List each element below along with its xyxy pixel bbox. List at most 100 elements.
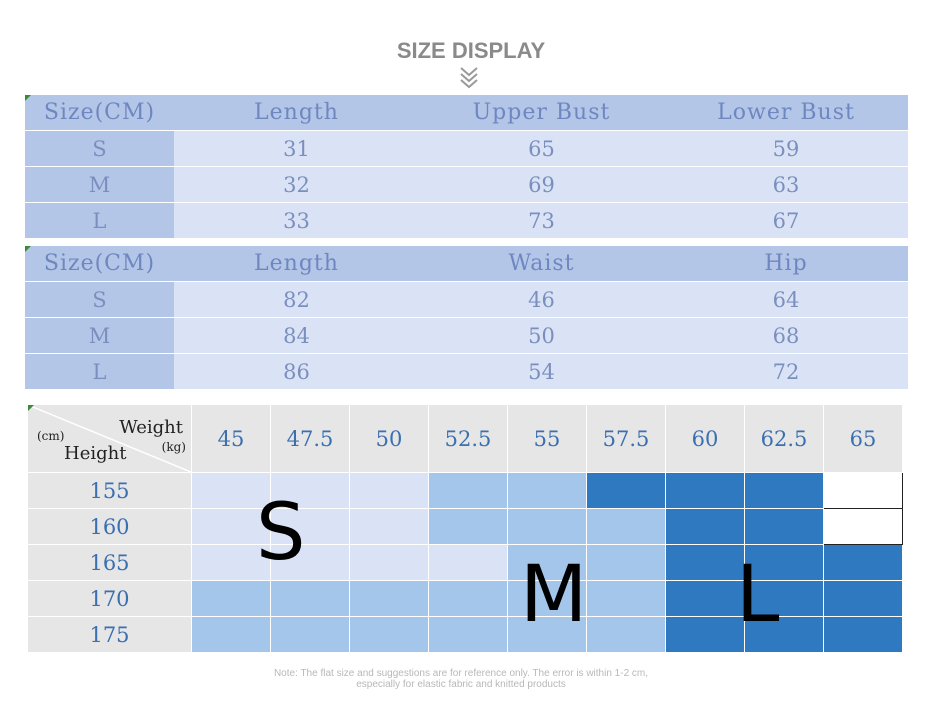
size-recommendation-grid: Weight (kg) (cm) Height 45 47.5 50 52.5 55 57… — [27, 404, 903, 653]
value-cell: 68 — [664, 317, 908, 354]
size-cell: M — [25, 317, 174, 354]
height-row: 155 — [27, 472, 903, 509]
size-label-s: S — [256, 488, 306, 578]
size-cell-m — [586, 544, 666, 581]
diagonal-divider — [28, 405, 191, 472]
height-row: 170 — [27, 580, 903, 617]
size-cell-m — [349, 580, 429, 617]
value-cell: 69 — [419, 166, 664, 203]
size-cell-s — [349, 544, 429, 581]
weight-header-cell: 50 — [349, 404, 429, 473]
size-label-l: L — [736, 550, 780, 640]
size-cell-m — [191, 616, 271, 653]
size-cell-s — [191, 544, 271, 581]
value-cell: 63 — [664, 166, 908, 203]
size-cell-l — [665, 544, 745, 581]
size-cell: M — [25, 166, 174, 203]
size-cell-l — [665, 508, 745, 545]
height-row: 175 — [27, 616, 903, 653]
weight-header-row: Weight (kg) (cm) Height 45 47.5 50 52.5 55 57… — [27, 404, 903, 473]
height-axis-label: Height — [64, 443, 127, 464]
value-cell: 64 — [664, 281, 908, 318]
size-cell-l — [665, 616, 745, 653]
size-cell-l — [823, 616, 903, 653]
value-cell: 67 — [664, 202, 908, 239]
size-cell-m — [586, 616, 666, 653]
size-cell-m — [507, 472, 587, 509]
size-cell-m — [349, 616, 429, 653]
header-size-label: Size(CM) — [43, 100, 156, 125]
size-cell-m — [428, 508, 508, 545]
value-cell: 54 — [419, 353, 664, 390]
header-length: Length — [174, 246, 419, 282]
double-chevron-down-icon — [460, 67, 478, 89]
size-cell: L — [25, 353, 174, 390]
weight-header-cell: 52.5 — [428, 404, 508, 473]
header-size-label: Size(CM) — [43, 251, 156, 276]
height-unit-label: (cm) — [37, 429, 65, 443]
size-cell-l — [823, 580, 903, 617]
size-cell-l — [823, 544, 903, 581]
table-row: L 33 73 67 — [25, 202, 908, 239]
size-cell-m — [191, 580, 271, 617]
value-cell: 31 — [174, 130, 419, 167]
size-cell: S — [25, 281, 174, 318]
page-title: SIZE DISPLAY — [396, 38, 546, 63]
height-cell: 165 — [27, 544, 192, 581]
header-upper-bust: Upper Bust — [419, 95, 664, 131]
size-cell-s — [349, 472, 429, 509]
value-cell: 84 — [174, 317, 419, 354]
size-cell-none — [823, 508, 903, 545]
weight-header-cell: 65 — [823, 404, 903, 473]
size-cell: S — [25, 130, 174, 167]
size-cell-s — [428, 544, 508, 581]
size-cell-m — [586, 508, 666, 545]
header-hip: Hip — [664, 246, 908, 282]
weight-axis-label: Weight — [119, 417, 183, 438]
header-waist: Waist — [419, 246, 664, 282]
table-row: S 82 46 64 — [25, 281, 908, 318]
value-cell: 73 — [419, 202, 664, 239]
table-row: M 84 50 68 — [25, 317, 908, 354]
size-cell-l — [744, 508, 824, 545]
value-cell: 65 — [419, 130, 664, 167]
weight-header-cell: 55 — [507, 404, 587, 473]
size-cell-l — [744, 616, 824, 653]
size-cell-m — [270, 616, 350, 653]
size-cell-none — [823, 472, 903, 509]
size-cell-l — [665, 580, 745, 617]
bottom-size-table: Size(CM) Length Waist Hip S 82 46 64 M 8… — [25, 246, 908, 390]
size-cell-m — [428, 472, 508, 509]
size-cell-s — [270, 472, 350, 509]
size-cell: L — [25, 202, 174, 239]
size-cell-l — [744, 472, 824, 509]
size-cell-s — [270, 508, 350, 545]
size-cell-m — [586, 580, 666, 617]
size-cell-m — [507, 580, 587, 617]
height-row: 165 — [27, 544, 903, 581]
note-line-1: Note: The flat size and suggestions are … — [273, 668, 649, 679]
weight-header-cell: 60 — [665, 404, 745, 473]
size-cell-m — [270, 580, 350, 617]
size-cell-l — [744, 544, 824, 581]
value-cell: 72 — [664, 353, 908, 390]
note-line-2: especially for elastic fabric and knitte… — [356, 679, 566, 690]
size-cell-m — [507, 508, 587, 545]
size-cell-m — [428, 616, 508, 653]
size-label-m: M — [520, 550, 588, 640]
table-header-row: Size(CM) Length Upper Bust Lower Bust — [25, 95, 908, 131]
height-cell: 160 — [27, 508, 192, 545]
size-cell-s — [191, 508, 271, 545]
value-cell: 46 — [419, 281, 664, 318]
table-row: S 31 65 59 — [25, 130, 908, 167]
top-size-table: Size(CM) Length Upper Bust Lower Bust S … — [25, 95, 908, 239]
value-cell: 59 — [664, 130, 908, 167]
size-cell-s — [270, 544, 350, 581]
value-cell: 86 — [174, 353, 419, 390]
size-cell-l — [586, 472, 666, 509]
weight-header-cell: 47.5 — [270, 404, 350, 473]
value-cell: 32 — [174, 166, 419, 203]
header-size: Size(CM) — [25, 246, 174, 282]
height-cell: 155 — [27, 472, 192, 509]
weight-unit-label: (kg) — [161, 440, 186, 454]
